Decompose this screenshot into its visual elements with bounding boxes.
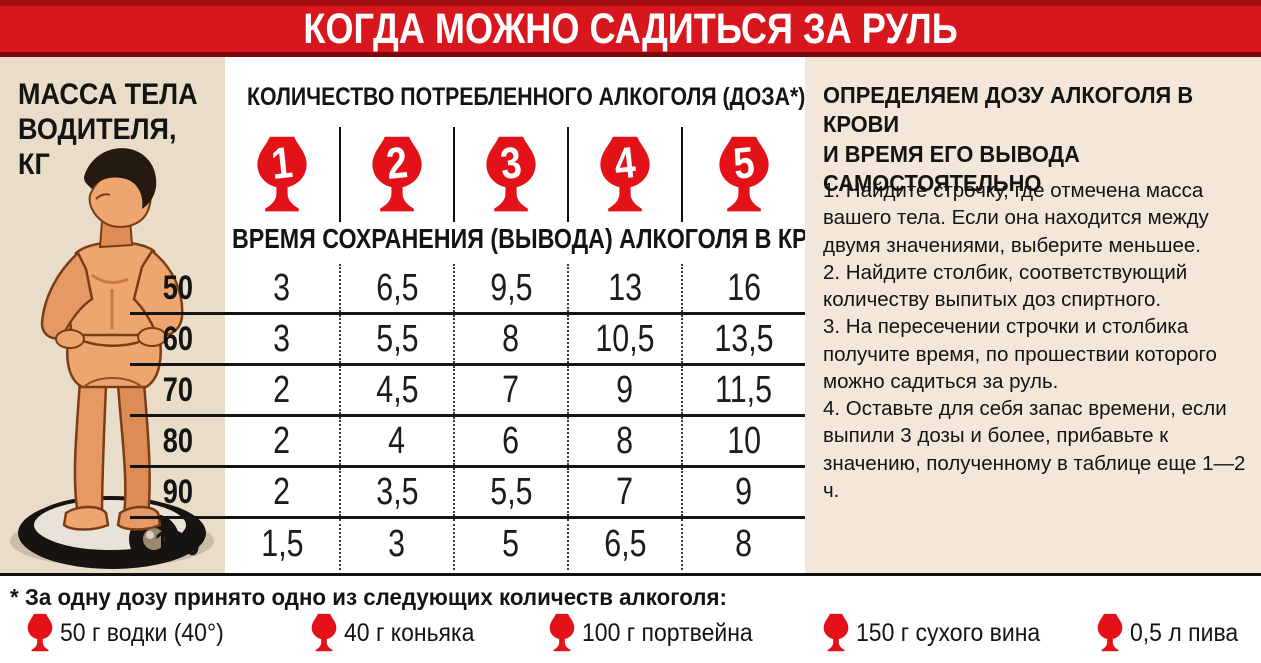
- time-heading: ВРЕМЯ СОХРАНЕНИЯ (ВЫВОДА) АЛКОГОЛЯ В КРО…: [232, 223, 889, 254]
- table-row: 80 2 4 6 8 10: [130, 417, 805, 468]
- legend-label: 150 г сухого вина: [856, 618, 1041, 647]
- dose-icons-row: 1 2 3: [225, 127, 805, 222]
- legend-label: 50 г водки (40°): [60, 618, 224, 647]
- dose-number: 3: [498, 137, 524, 189]
- wine-glass-icon: [27, 613, 53, 652]
- instructions-heading: ОПРЕДЕЛЯЕМ ДОЗУ АЛКОГОЛЯ В КРОВИ И ВРЕМЯ…: [823, 82, 1194, 197]
- footnote-bar: * За одну дозу принято одно из следующих…: [0, 573, 1261, 663]
- hours-cell: 10: [681, 417, 805, 465]
- dose-column-2: 2: [339, 127, 453, 222]
- hours-cell: 5: [453, 519, 567, 570]
- hours-cell: 7: [453, 366, 567, 414]
- hours-cell: 11,5: [681, 366, 805, 414]
- legend-label: 100 г портвейна: [582, 618, 753, 647]
- wine-glass-icon: 3: [483, 133, 539, 217]
- instruction-step-1: 1. Найдите строчку, где отмечена масса в…: [823, 179, 1209, 257]
- legend-item-dry-wine: 150 г сухого вина: [822, 612, 1056, 654]
- dose-number: 4: [612, 137, 638, 189]
- legend-item-portwine: 100 г портвейна: [548, 612, 768, 654]
- table-row: 90 2 3,5 5,5 7 9: [130, 468, 805, 519]
- hours-cell: 13,5: [681, 315, 805, 363]
- alcohol-elimination-table: 50 3 6,5 9,5 13 16 60 3 5,5 8 10,5 13,5 …: [130, 264, 805, 570]
- legend-item-vodka: 50 г водки (40°): [26, 612, 238, 654]
- hours-cell: 2: [273, 368, 291, 411]
- main-content: МАССА ТЕЛА ВОДИТЕЛЯ, КГ: [0, 57, 1261, 573]
- dose-column-5: 5: [681, 127, 805, 222]
- table-row: 50 3 6,5 9,5 13 16: [130, 264, 805, 315]
- hours-cell: 4: [339, 417, 453, 465]
- hours-cell: 5,5: [453, 468, 567, 516]
- mass-cell: 50: [162, 268, 193, 307]
- table-row: 60 3 5,5 8 10,5 13,5: [130, 315, 805, 366]
- footnote: * За одну дозу принято одно из следующих…: [10, 584, 727, 610]
- dose-column-1: 1: [225, 127, 339, 222]
- hours-cell: 9: [567, 366, 681, 414]
- hours-cell: 10,5: [567, 315, 681, 363]
- hours-cell: 1,5: [260, 523, 304, 565]
- legend-item-cognac: 40 г коньяка: [310, 612, 486, 654]
- instruction-steps: 1. Найдите строчку, где отмечена масса в…: [823, 177, 1247, 504]
- mass-heading: МАССА ТЕЛА ВОДИТЕЛЯ, КГ: [18, 78, 198, 182]
- table-row: 100 1,5 3 5 6,5 8: [130, 519, 805, 570]
- hours-cell: 3: [339, 519, 453, 570]
- hours-cell: 9: [681, 468, 805, 516]
- mass-cell: 90: [162, 472, 193, 511]
- dose-column-3: 3: [453, 127, 567, 222]
- hours-cell: 5,5: [339, 315, 453, 363]
- mass-cell: 70: [162, 370, 193, 409]
- wine-glass-icon: [823, 613, 849, 652]
- hours-cell: 6: [453, 417, 567, 465]
- wine-glass-icon: [311, 613, 337, 652]
- hours-cell: 3: [273, 266, 291, 309]
- page-title: КОГДА МОЖНО САДИТЬСЯ ЗА РУЛЬ: [303, 4, 958, 53]
- hours-cell: 4,5: [339, 366, 453, 414]
- hours-cell: 8: [453, 315, 567, 363]
- dose-column-4: 4: [567, 127, 681, 222]
- dose-number: 1: [269, 137, 295, 189]
- legend-label: 0,5 л пива: [1130, 618, 1239, 647]
- legend-label: 40 г коньяка: [344, 618, 475, 647]
- legend-item-beer: 0,5 л пива: [1096, 612, 1248, 654]
- header-bar: КОГДА МОЖНО САДИТЬСЯ ЗА РУЛЬ: [0, 0, 1261, 57]
- instruction-step-4: 4. Оставьте для себя запас времени, если…: [823, 397, 1246, 502]
- mass-cell: 60: [162, 319, 193, 358]
- instruction-step-3: 3. На пересечении строчки и столбика пол…: [823, 315, 1217, 393]
- wine-glass-icon: [549, 613, 575, 652]
- hours-cell: 13: [567, 264, 681, 312]
- hours-cell: 2: [273, 470, 291, 513]
- mass-cell: 100: [154, 525, 201, 563]
- hours-cell: 6,5: [339, 264, 453, 312]
- hours-cell: 9,5: [453, 264, 567, 312]
- hours-cell: 8: [681, 519, 805, 570]
- wine-glass-icon: 2: [369, 133, 425, 217]
- instructions-panel: ОПРЕДЕЛЯЕМ ДОЗУ АЛКОГОЛЯ В КРОВИ И ВРЕМЯ…: [805, 57, 1261, 573]
- hours-cell: 3: [273, 317, 291, 360]
- wine-glass-icon: 5: [716, 133, 772, 217]
- hours-cell: 6,5: [567, 519, 681, 570]
- hours-cell: 3,5: [339, 468, 453, 516]
- instruction-step-2: 2. Найдите столбик, соответствующий коли…: [823, 260, 1188, 311]
- hours-cell: 16: [681, 264, 805, 312]
- wine-glass-icon: [1097, 613, 1123, 652]
- table-row: 70 2 4,5 7 9 11,5: [130, 366, 805, 417]
- hours-cell: 8: [567, 417, 681, 465]
- dose-number: 2: [384, 137, 410, 189]
- wine-glass-icon: 4: [597, 133, 653, 217]
- table-panel: КОЛИЧЕСТВО ПОТРЕБЛЕННОГО АЛКОГОЛЯ (ДОЗА*…: [225, 57, 888, 573]
- hours-cell: 2: [273, 419, 291, 462]
- mass-cell: 80: [162, 421, 193, 460]
- wine-glass-icon: 1: [254, 133, 310, 217]
- dose-number: 5: [731, 137, 757, 189]
- hours-cell: 7: [567, 468, 681, 516]
- dose-heading: КОЛИЧЕСТВО ПОТРЕБЛЕННОГО АЛКОГОЛЯ (ДОЗА*…: [247, 83, 806, 111]
